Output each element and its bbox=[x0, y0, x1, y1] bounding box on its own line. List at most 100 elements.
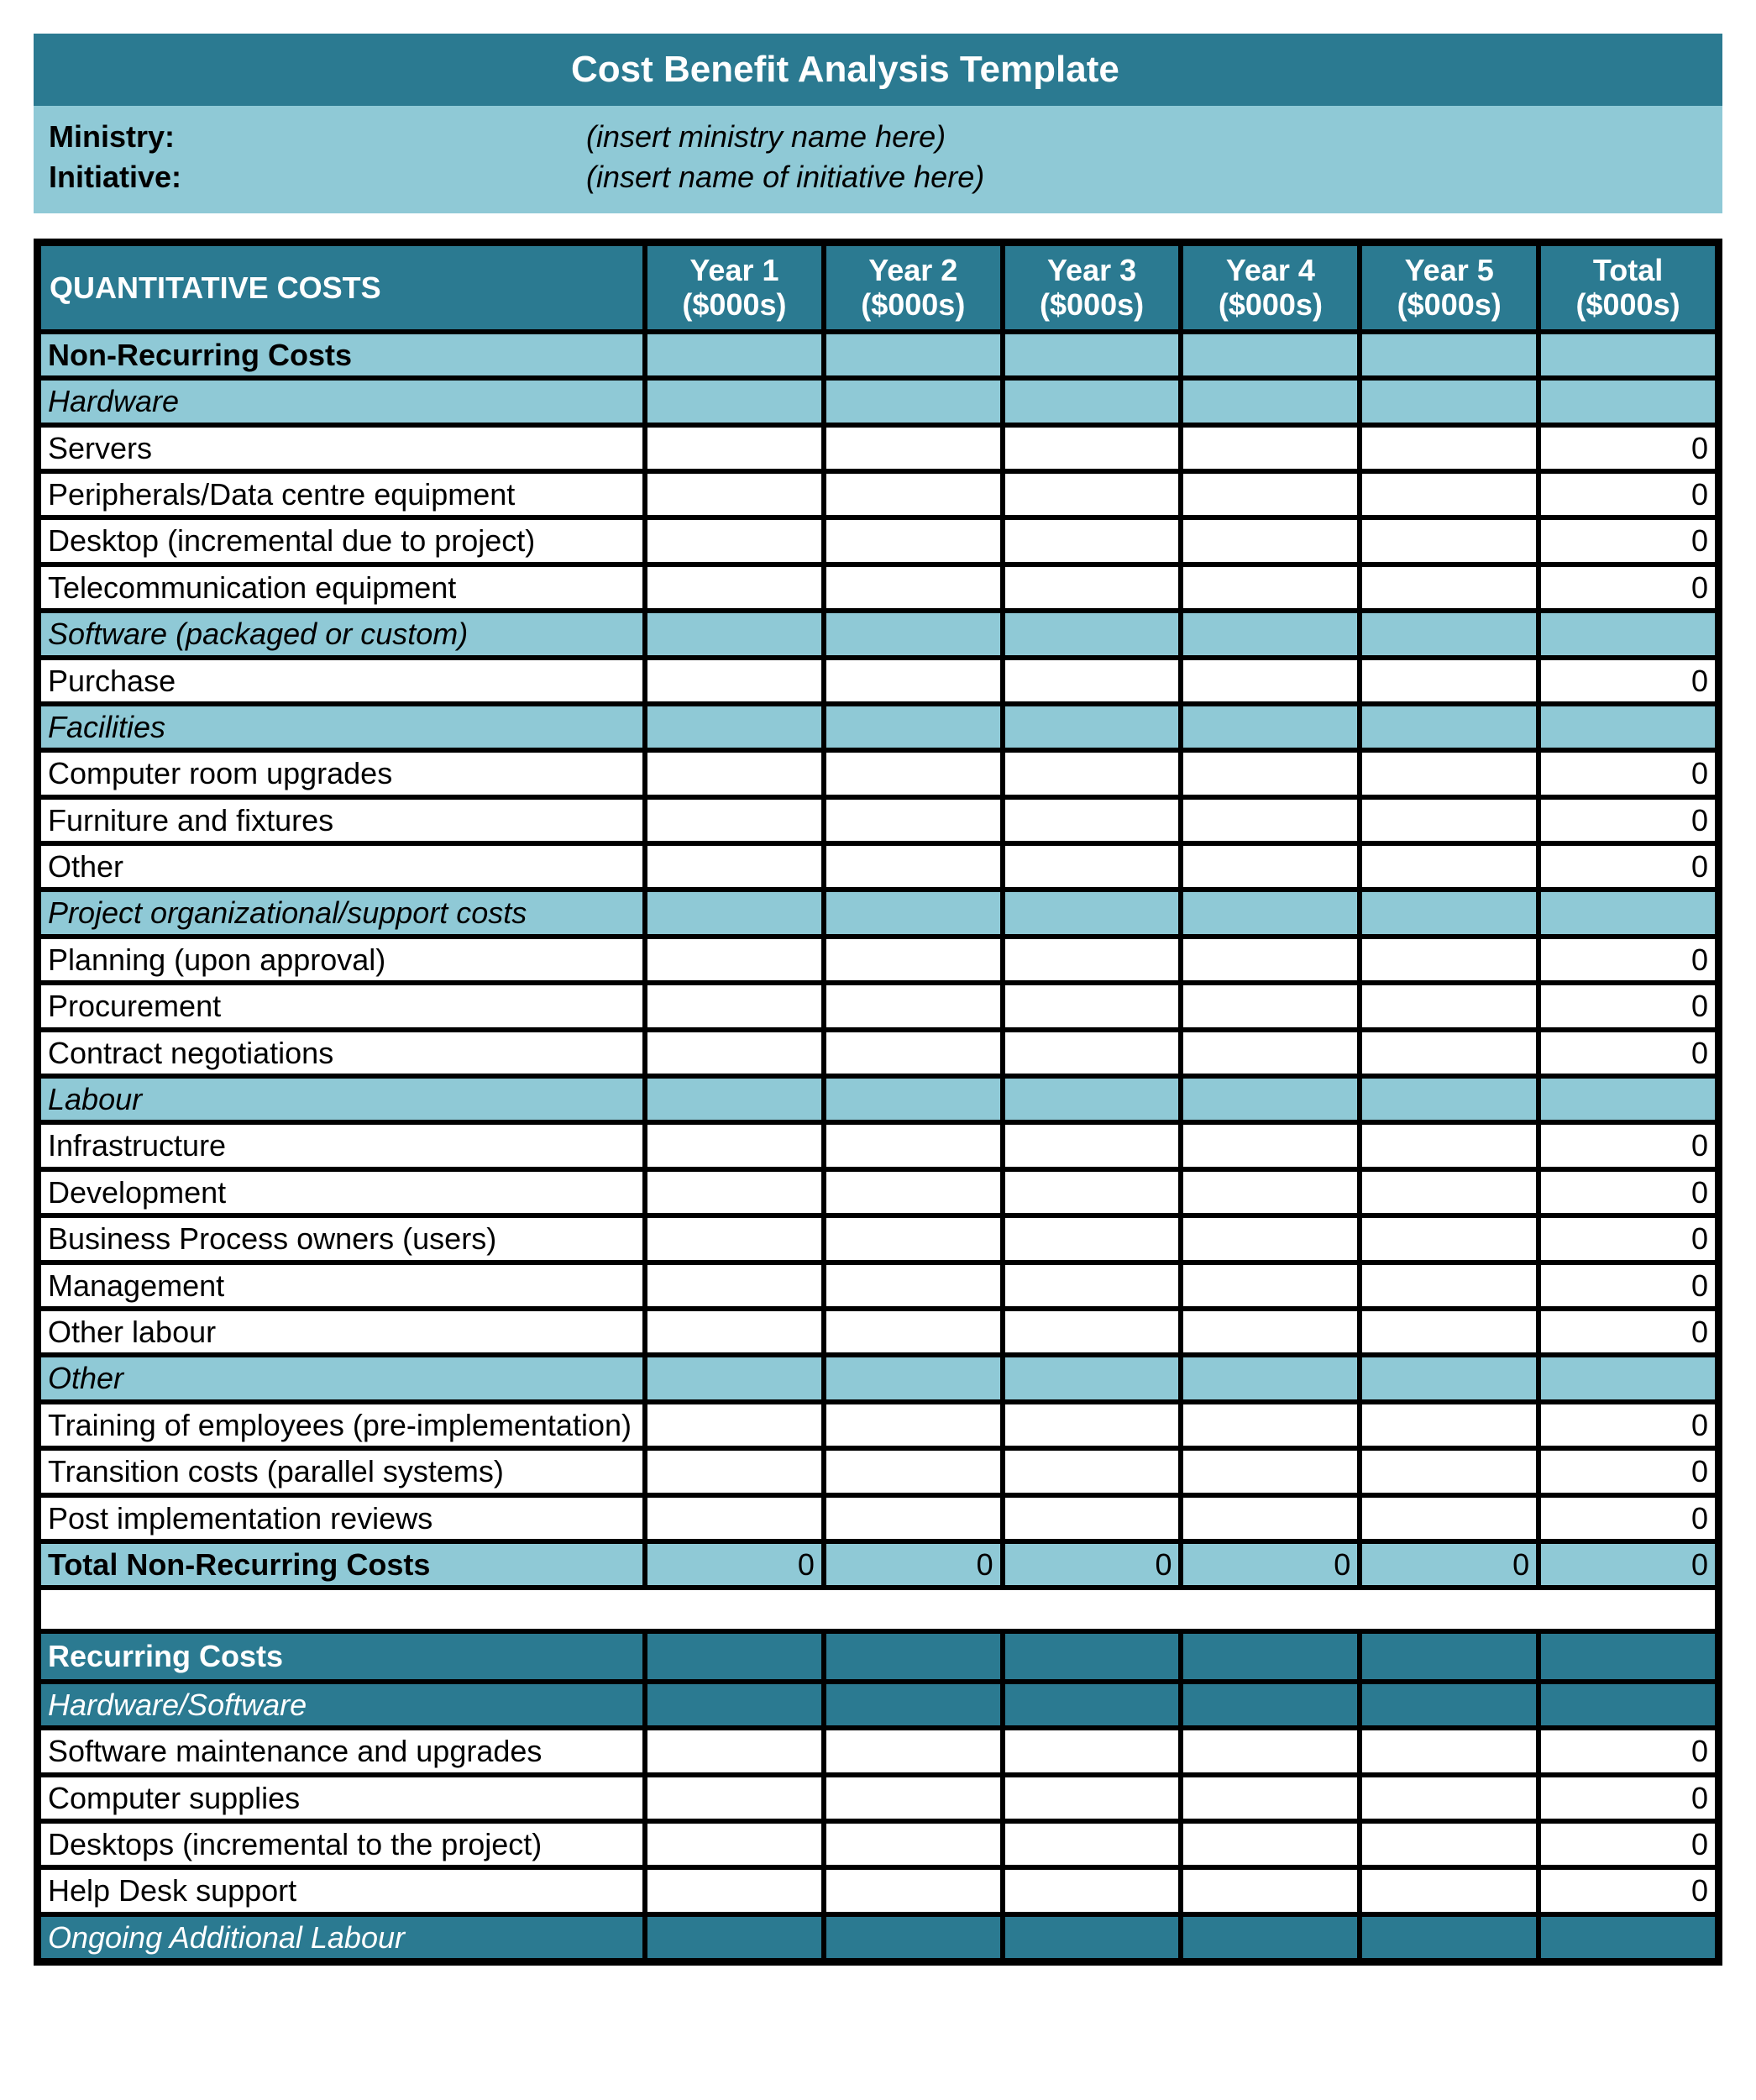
cell[interactable] bbox=[824, 1122, 1003, 1168]
total-cell[interactable]: 0 bbox=[1538, 983, 1717, 1029]
cell[interactable] bbox=[1538, 1682, 1717, 1728]
cell[interactable] bbox=[645, 1914, 824, 1961]
cell[interactable] bbox=[1003, 983, 1182, 1029]
cell[interactable] bbox=[824, 378, 1003, 424]
cell[interactable] bbox=[824, 658, 1003, 704]
total-cell[interactable]: 0 bbox=[1538, 564, 1717, 611]
cell[interactable] bbox=[1181, 378, 1360, 424]
cell[interactable] bbox=[645, 1728, 824, 1774]
cell[interactable] bbox=[1181, 1122, 1360, 1168]
cell[interactable] bbox=[824, 1682, 1003, 1728]
cell[interactable] bbox=[645, 704, 824, 750]
total-cell[interactable]: 0 bbox=[1538, 1122, 1717, 1168]
cell[interactable] bbox=[1360, 564, 1538, 611]
cell[interactable] bbox=[824, 1821, 1003, 1867]
total-cell[interactable]: 0 bbox=[1538, 658, 1717, 704]
cell[interactable] bbox=[1003, 1076, 1182, 1122]
cell[interactable] bbox=[1181, 1215, 1360, 1262]
cell[interactable] bbox=[1360, 1169, 1538, 1215]
cell[interactable] bbox=[1003, 1682, 1182, 1728]
cell[interactable] bbox=[645, 1631, 824, 1681]
cell[interactable] bbox=[1181, 1821, 1360, 1867]
cell[interactable] bbox=[1360, 1309, 1538, 1355]
total-nr-total[interactable]: 0 bbox=[1538, 1541, 1717, 1588]
cell[interactable] bbox=[824, 704, 1003, 750]
total-cell[interactable]: 0 bbox=[1538, 1728, 1717, 1774]
cell[interactable] bbox=[824, 1867, 1003, 1914]
cell[interactable] bbox=[1360, 425, 1538, 471]
cell[interactable] bbox=[645, 1867, 824, 1914]
cell[interactable] bbox=[1181, 1402, 1360, 1448]
cell[interactable] bbox=[824, 1355, 1003, 1401]
cell[interactable] bbox=[645, 750, 824, 796]
cell[interactable] bbox=[1003, 937, 1182, 983]
cell[interactable] bbox=[1360, 1495, 1538, 1541]
cell[interactable] bbox=[824, 983, 1003, 1029]
cell[interactable] bbox=[1181, 1169, 1360, 1215]
cell[interactable] bbox=[824, 843, 1003, 890]
cell[interactable] bbox=[1538, 704, 1717, 750]
total-cell[interactable]: 0 bbox=[1538, 425, 1717, 471]
total-nr-y3[interactable]: 0 bbox=[1003, 1541, 1182, 1588]
cell[interactable] bbox=[1003, 1448, 1182, 1494]
cell[interactable] bbox=[1360, 1775, 1538, 1821]
cell[interactable] bbox=[1003, 564, 1182, 611]
cell[interactable] bbox=[824, 937, 1003, 983]
cell[interactable] bbox=[645, 517, 824, 564]
cell[interactable] bbox=[1003, 1309, 1182, 1355]
cell[interactable] bbox=[824, 1914, 1003, 1961]
cell[interactable] bbox=[1181, 983, 1360, 1029]
cell[interactable] bbox=[1360, 1448, 1538, 1494]
cell[interactable] bbox=[1003, 471, 1182, 517]
cell[interactable] bbox=[1360, 378, 1538, 424]
initiative-value[interactable]: (insert name of initiative here) bbox=[586, 160, 984, 195]
cell[interactable] bbox=[645, 937, 824, 983]
cell[interactable] bbox=[645, 1495, 824, 1541]
cell[interactable] bbox=[824, 1775, 1003, 1821]
cell[interactable] bbox=[1360, 1030, 1538, 1076]
cell[interactable] bbox=[1003, 1914, 1182, 1961]
cell[interactable] bbox=[824, 1728, 1003, 1774]
cell[interactable] bbox=[1181, 332, 1360, 378]
total-cell[interactable]: 0 bbox=[1538, 937, 1717, 983]
cell[interactable] bbox=[1181, 611, 1360, 657]
cell[interactable] bbox=[824, 750, 1003, 796]
ministry-value[interactable]: (insert ministry name here) bbox=[586, 119, 946, 155]
cell[interactable] bbox=[1003, 1215, 1182, 1262]
cell[interactable] bbox=[1538, 378, 1717, 424]
total-cell[interactable]: 0 bbox=[1538, 517, 1717, 564]
cell[interactable] bbox=[1181, 1728, 1360, 1774]
cell[interactable] bbox=[1003, 1728, 1182, 1774]
cell[interactable] bbox=[1360, 658, 1538, 704]
cell[interactable] bbox=[645, 1030, 824, 1076]
cell[interactable] bbox=[645, 983, 824, 1029]
cell[interactable] bbox=[1181, 1030, 1360, 1076]
cell[interactable] bbox=[1181, 1775, 1360, 1821]
total-cell[interactable]: 0 bbox=[1538, 1169, 1717, 1215]
total-cell[interactable]: 0 bbox=[1538, 1309, 1717, 1355]
cell[interactable] bbox=[645, 797, 824, 843]
cell[interactable] bbox=[1538, 611, 1717, 657]
cell[interactable] bbox=[1003, 1495, 1182, 1541]
cell[interactable] bbox=[1360, 1355, 1538, 1401]
cell[interactable] bbox=[645, 843, 824, 890]
cell[interactable] bbox=[1360, 471, 1538, 517]
cell[interactable] bbox=[824, 1309, 1003, 1355]
cell[interactable] bbox=[1181, 890, 1360, 936]
cell[interactable] bbox=[824, 1030, 1003, 1076]
cell[interactable] bbox=[1181, 1682, 1360, 1728]
cell[interactable] bbox=[645, 890, 824, 936]
cell[interactable] bbox=[824, 890, 1003, 936]
cell[interactable] bbox=[645, 378, 824, 424]
cell[interactable] bbox=[1003, 704, 1182, 750]
cell[interactable] bbox=[1003, 1821, 1182, 1867]
total-cell[interactable]: 0 bbox=[1538, 1867, 1717, 1914]
cell[interactable] bbox=[1360, 1914, 1538, 1961]
cell[interactable] bbox=[1360, 1215, 1538, 1262]
cell[interactable] bbox=[1181, 1263, 1360, 1309]
cell[interactable] bbox=[1003, 1631, 1182, 1681]
total-nr-y1[interactable]: 0 bbox=[645, 1541, 824, 1588]
total-nr-y5[interactable]: 0 bbox=[1360, 1541, 1538, 1588]
total-nr-y2[interactable]: 0 bbox=[824, 1541, 1003, 1588]
total-cell[interactable]: 0 bbox=[1538, 750, 1717, 796]
